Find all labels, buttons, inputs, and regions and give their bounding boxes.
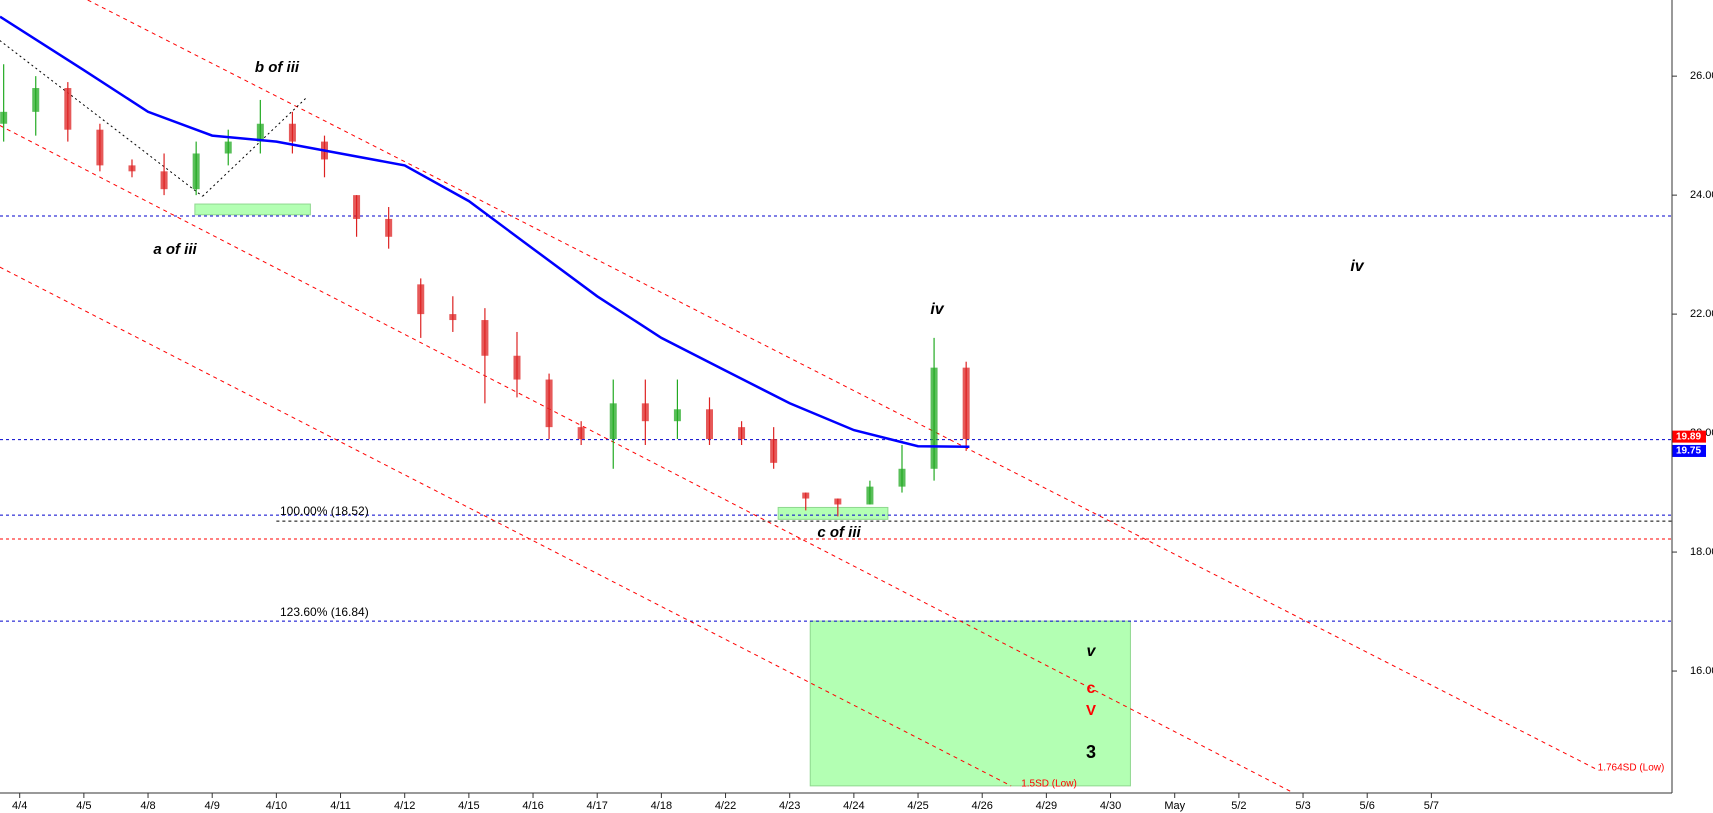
price-tag (1672, 430, 1706, 443)
candle-body (96, 129, 104, 166)
x-tick-label: 4/29 (1036, 800, 1057, 812)
candle-body (609, 403, 617, 440)
channel-line (202, 97, 307, 197)
candle-body (32, 88, 40, 112)
y-tick-label: 22.00 (1690, 308, 1713, 320)
x-tick-label: 4/10 (266, 800, 287, 812)
candle-body (738, 427, 746, 440)
price-tag-label: 19.89 (1676, 431, 1701, 442)
annotation: 3 (1086, 742, 1096, 762)
x-tick-label: 4/23 (779, 800, 800, 812)
annotation: 123.60% (16.84) (280, 605, 369, 619)
candle-body (385, 218, 393, 237)
y-tick-label: 26.00 (1690, 70, 1713, 82)
y-tick-label: 24.00 (1690, 189, 1713, 201)
x-tick-label: 5/2 (1231, 800, 1246, 812)
overlay: 16.0018.0020.0022.0024.0026.004/44/54/84… (0, 15, 1713, 812)
annotation: V (1086, 702, 1096, 719)
x-tick-label: 4/22 (715, 800, 736, 812)
annotation: 1.5SD (Low) (1021, 779, 1077, 790)
candle-body (577, 427, 585, 440)
candle-body (256, 123, 264, 142)
candle-body (288, 123, 296, 142)
candle-body (481, 320, 489, 356)
candle-body (705, 409, 713, 440)
candle-body (64, 88, 72, 130)
candle-body (417, 284, 425, 315)
candle-body (545, 379, 553, 428)
candle-body (128, 165, 136, 172)
x-tick-label: 5/3 (1295, 800, 1310, 812)
channel-line (87, 0, 1597, 770)
candle-body (673, 409, 681, 422)
candle-body (898, 468, 906, 487)
channel-line (0, 125, 1291, 792)
candle-body (513, 355, 521, 380)
moving-average (0, 15, 970, 449)
candle-body (353, 195, 361, 219)
y-tick-label: 16.00 (1690, 665, 1713, 677)
zone (194, 203, 311, 216)
price-tag (1672, 444, 1706, 457)
annotation: iv (1350, 258, 1364, 275)
annotation: 1.764SD (Low) (1598, 763, 1665, 774)
x-tick-label: 4/18 (651, 800, 672, 812)
x-tick-label: 5/7 (1424, 800, 1439, 812)
x-tick-label: 4/8 (140, 800, 155, 812)
annotation: a of iii (153, 241, 197, 258)
channel-line (0, 266, 1012, 787)
x-tick-label: 4/17 (586, 800, 607, 812)
lines (0, 0, 1672, 792)
candle-body (641, 403, 649, 422)
x-tick-label: May (1164, 800, 1185, 812)
bars (0, 64, 970, 517)
candle-body (834, 498, 842, 505)
x-tick-label: 4/25 (907, 800, 928, 812)
x-tick-label: 4/11 (330, 800, 351, 812)
annotation: c of iii (817, 524, 861, 541)
candle-body (0, 111, 8, 124)
x-tick-label: 4/30 (1100, 800, 1121, 812)
x-tick-label: 4/4 (12, 800, 27, 812)
zone (777, 506, 889, 520)
annotation: b of iii (255, 59, 300, 76)
zone (809, 620, 1131, 787)
candle-body (160, 171, 168, 190)
annotation: c (1087, 680, 1096, 697)
x-tick-label: 5/6 (1360, 800, 1375, 812)
candle-body (962, 367, 970, 440)
x-tick-label: 4/16 (522, 800, 543, 812)
candle-body (224, 141, 232, 154)
x-tick-label: 4/15 (458, 800, 479, 812)
x-tick-label: 4/12 (394, 800, 415, 812)
candle-body (866, 486, 874, 505)
candle-body (449, 314, 457, 321)
candle-body (930, 367, 938, 469)
x-tick-label: 4/9 (205, 800, 220, 812)
zones (194, 203, 1131, 787)
x-tick-label: 4/26 (971, 800, 992, 812)
candle-body (770, 439, 778, 463)
annotation: v (1087, 643, 1097, 660)
x-tick-label: 4/24 (843, 800, 864, 812)
annotation: iv (930, 301, 944, 318)
candle-body (802, 492, 810, 499)
y-tick-label: 18.00 (1690, 546, 1713, 558)
x-tick-label: 4/5 (76, 800, 91, 812)
price-tag-label: 19.75 (1676, 446, 1701, 457)
candle-body (192, 153, 200, 190)
annotation: 100.00% (18.52) (280, 504, 369, 518)
